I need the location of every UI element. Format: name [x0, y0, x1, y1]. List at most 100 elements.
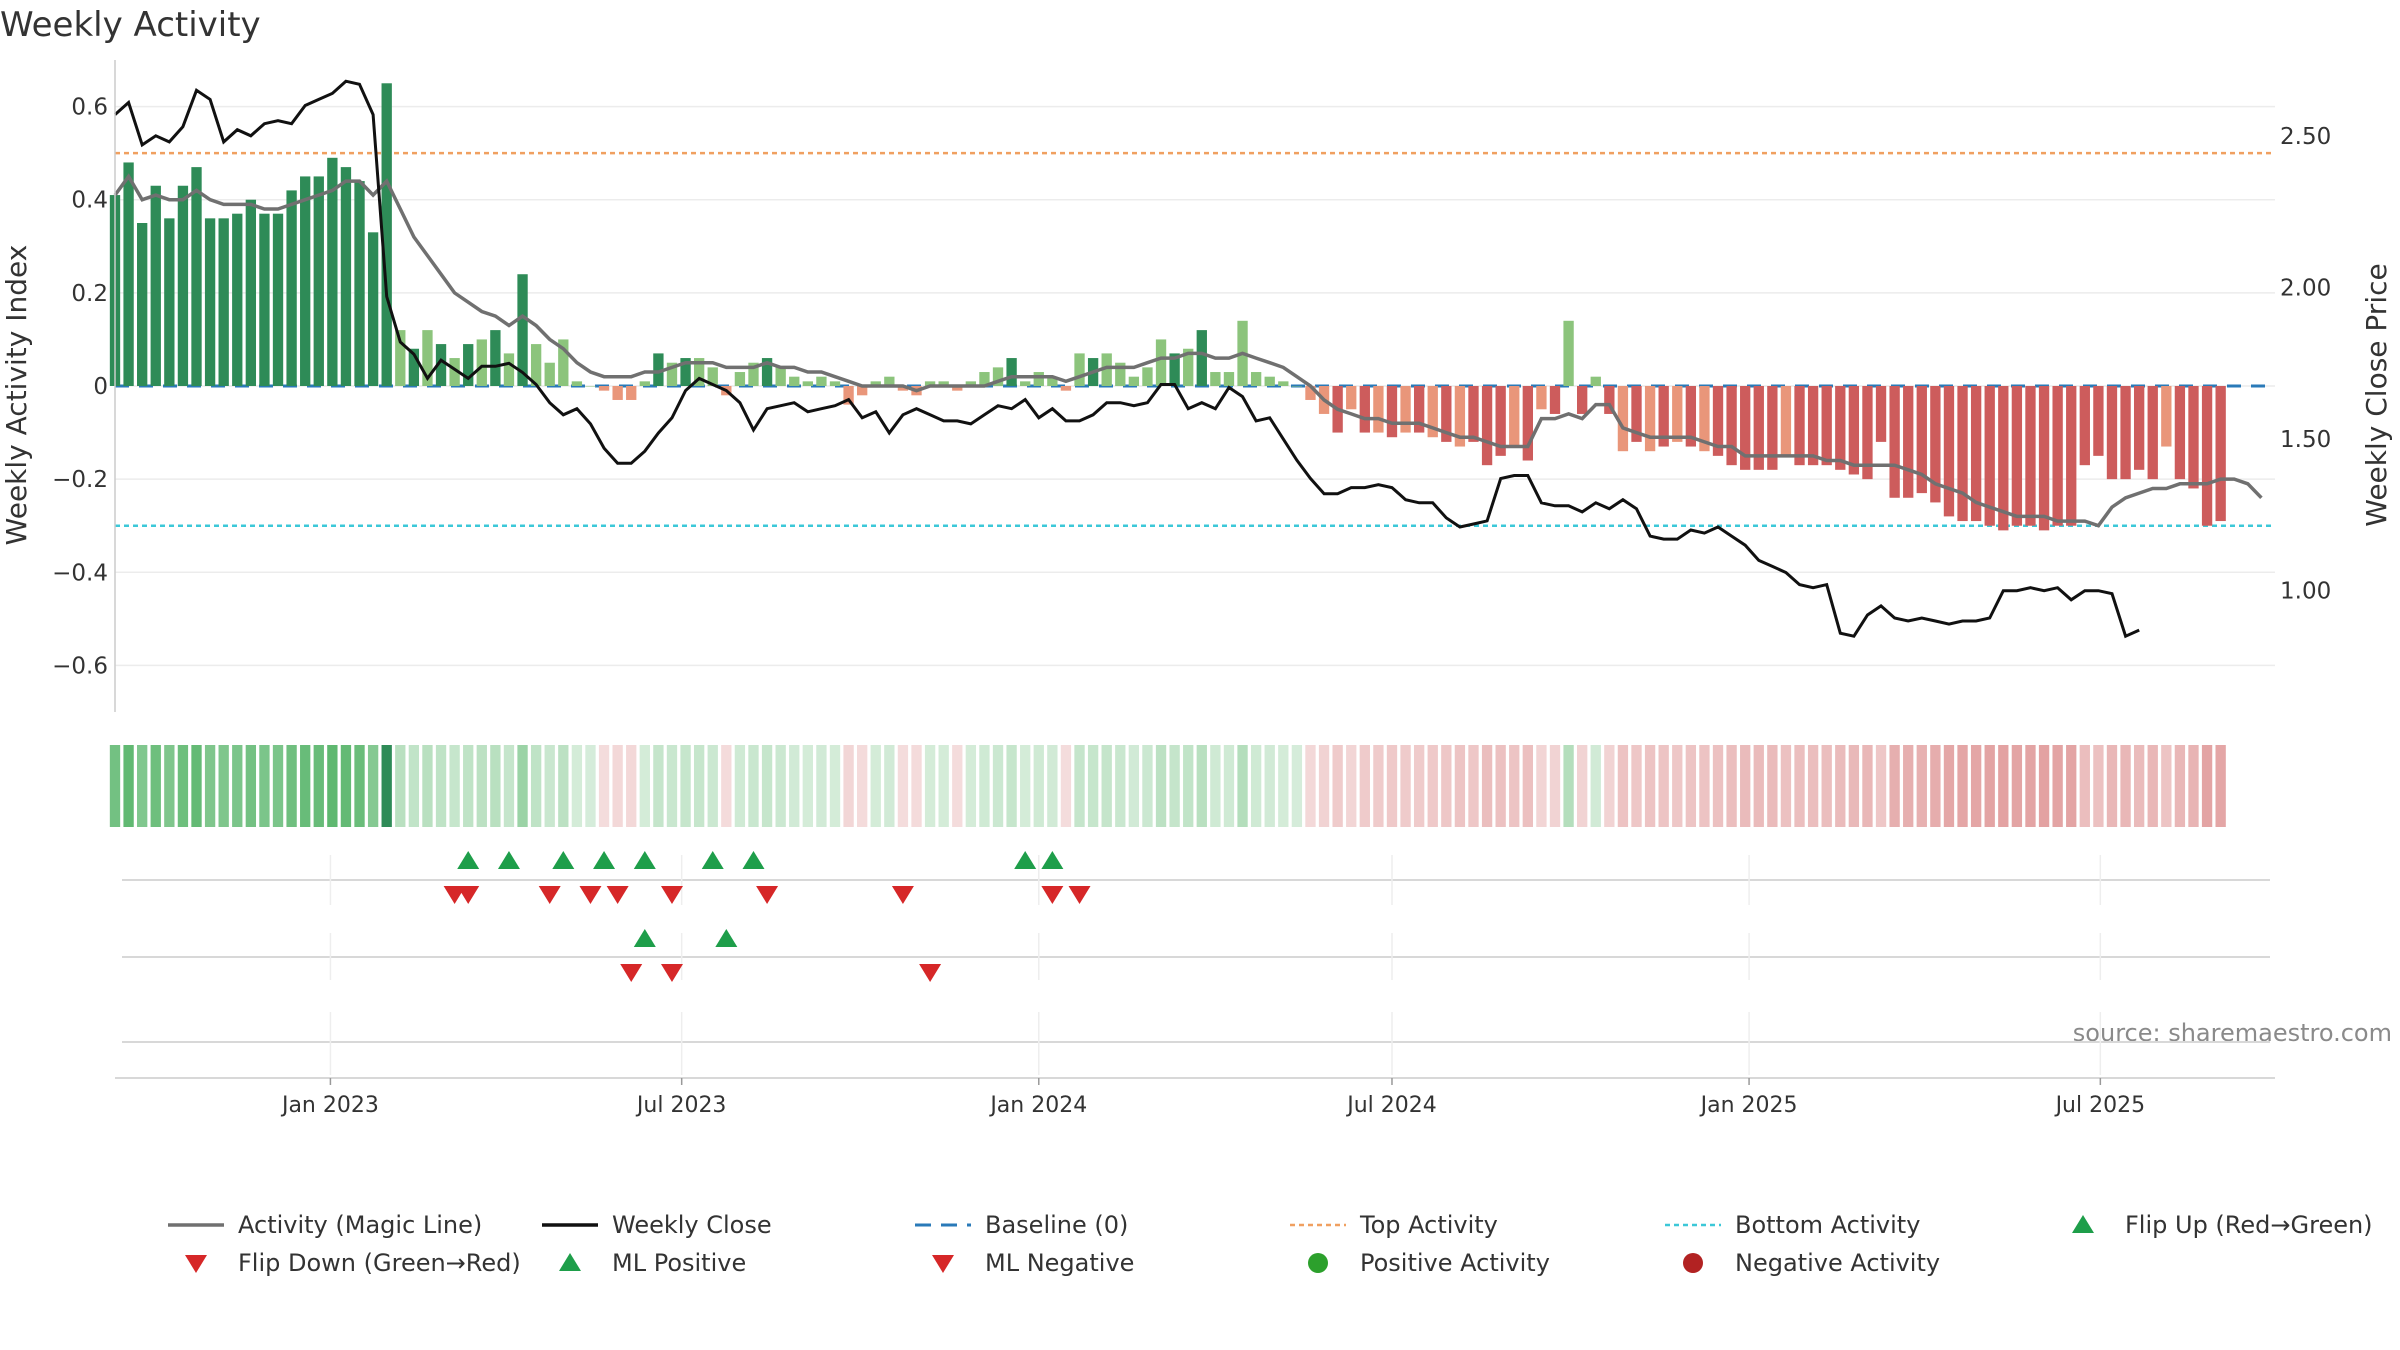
activity-bar — [1183, 348, 1194, 386]
heat-strip-cell — [2201, 745, 2213, 827]
heat-strip-cell — [653, 745, 664, 827]
heat-strip-cell — [1590, 745, 1601, 827]
legend-swatch — [2072, 1215, 2094, 1233]
activity-bar — [354, 181, 365, 386]
activity-bar — [1481, 386, 1493, 466]
heat-strip-cell — [1441, 745, 1452, 827]
heat-strip-cell — [1291, 745, 1303, 827]
y-left-tick-label: 0.6 — [71, 95, 108, 121]
activity-bar — [2201, 386, 2213, 526]
heat-strip-cell — [1658, 745, 1669, 827]
activity-bar — [2120, 386, 2131, 480]
heat-strip-cell — [109, 745, 121, 827]
heat-strip-cell — [1386, 745, 1398, 827]
heat-strip-cell — [761, 745, 773, 827]
y-left-tick-label: 0.4 — [71, 188, 108, 214]
flip-up-marker — [701, 851, 724, 869]
heat-strip-cell — [1862, 745, 1873, 827]
activity-bar — [463, 344, 474, 386]
activity-bar — [816, 376, 827, 386]
activity-bar — [544, 362, 555, 386]
flip-up-marker — [742, 851, 765, 869]
heat-strip-cell — [1930, 745, 1941, 827]
activity-bar — [1522, 386, 1533, 461]
heat-strip-cell — [626, 745, 637, 827]
activity-bar — [1373, 386, 1384, 433]
heat-strip-cell — [639, 745, 650, 827]
activity-bar — [313, 176, 324, 386]
activity-bar — [884, 376, 895, 386]
heat-strip-cell — [1685, 745, 1697, 827]
heat-strip-cell — [490, 745, 501, 827]
heat-strip-cell — [884, 745, 895, 827]
heat-strip-cell — [2052, 745, 2063, 827]
heat-strip-cell — [137, 745, 148, 827]
heat-strip-cell — [530, 745, 542, 827]
y-right-tick-label: 2.00 — [2280, 275, 2331, 301]
legend-label: Flip Down (Green→Red) — [238, 1249, 521, 1277]
heat-strip-cell — [517, 745, 528, 827]
activity-heat-strip — [109, 745, 2226, 827]
activity-bar — [123, 162, 134, 386]
flip-down-marker — [660, 886, 683, 904]
heat-strip-cell — [2133, 745, 2145, 827]
flip-up-marker — [1041, 851, 1064, 869]
heat-strip-cell — [1943, 745, 1955, 827]
legend-label: ML Positive — [612, 1249, 746, 1277]
activity-bar — [164, 218, 175, 386]
activity-bar — [612, 386, 623, 400]
activity-bar — [1604, 386, 1615, 414]
activity-bar — [1101, 353, 1112, 386]
heat-strip-cell — [612, 745, 623, 827]
activity-bar — [2066, 386, 2077, 526]
heat-strip-cell — [1142, 745, 1153, 827]
activity-bar — [1862, 386, 1873, 480]
activity-bar — [1278, 381, 1289, 386]
activity-bar — [1468, 386, 1479, 442]
activity-bar — [1794, 386, 1805, 466]
heat-strip-cell — [1060, 745, 1072, 827]
heat-strip-cell — [1318, 745, 1330, 827]
activity-bar — [245, 199, 257, 386]
heat-strip-cell — [1047, 745, 1058, 827]
activity-bar — [1753, 386, 1764, 470]
flip-down-marker — [579, 886, 602, 904]
weekly-close-line — [114, 79, 2140, 639]
heat-strip-cell — [1468, 745, 1479, 827]
activity-bar — [1930, 386, 1941, 503]
activity-bar — [1644, 386, 1656, 452]
activity-bar — [1780, 386, 1792, 456]
activity-bar — [1400, 386, 1411, 433]
activity-bar — [707, 367, 718, 386]
activity-bar — [1943, 386, 1955, 517]
heat-strip-cell — [992, 745, 1004, 827]
heat-strip-cell — [272, 745, 284, 827]
activity-bar — [2161, 386, 2172, 447]
activity-bar — [1821, 386, 1832, 466]
heat-strip-cell — [367, 745, 379, 827]
activity-bar — [300, 176, 311, 386]
heat-strip-cell — [1020, 745, 1031, 827]
heat-strip-cell — [1128, 745, 1140, 827]
heat-strip-cell — [789, 745, 800, 827]
heat-strip-cell — [1223, 745, 1235, 827]
activity-bar — [1196, 330, 1207, 386]
heat-strip-cell — [843, 745, 854, 827]
flip-up-marker — [497, 851, 520, 869]
heat-strip-cell — [2174, 745, 2186, 827]
flip-down-marker — [891, 886, 914, 904]
activity-bar — [558, 339, 569, 386]
y-left-tick-label: −0.6 — [52, 653, 108, 679]
heat-strip-cell — [123, 745, 134, 827]
heat-strip-cell — [1481, 745, 1493, 827]
heat-strip-cell — [775, 745, 786, 827]
heat-strip-cell — [218, 745, 229, 827]
activity-bar — [204, 218, 216, 386]
activity-bar — [1577, 386, 1588, 414]
heat-strip-cell — [1617, 745, 1629, 827]
activity-bar — [748, 362, 759, 386]
ml-positive-marker — [633, 929, 656, 947]
legend: Activity (Magic Line) Weekly Close Baselin… — [168, 1211, 2373, 1277]
activity-bar — [843, 386, 854, 405]
activity-bar — [2174, 386, 2186, 480]
